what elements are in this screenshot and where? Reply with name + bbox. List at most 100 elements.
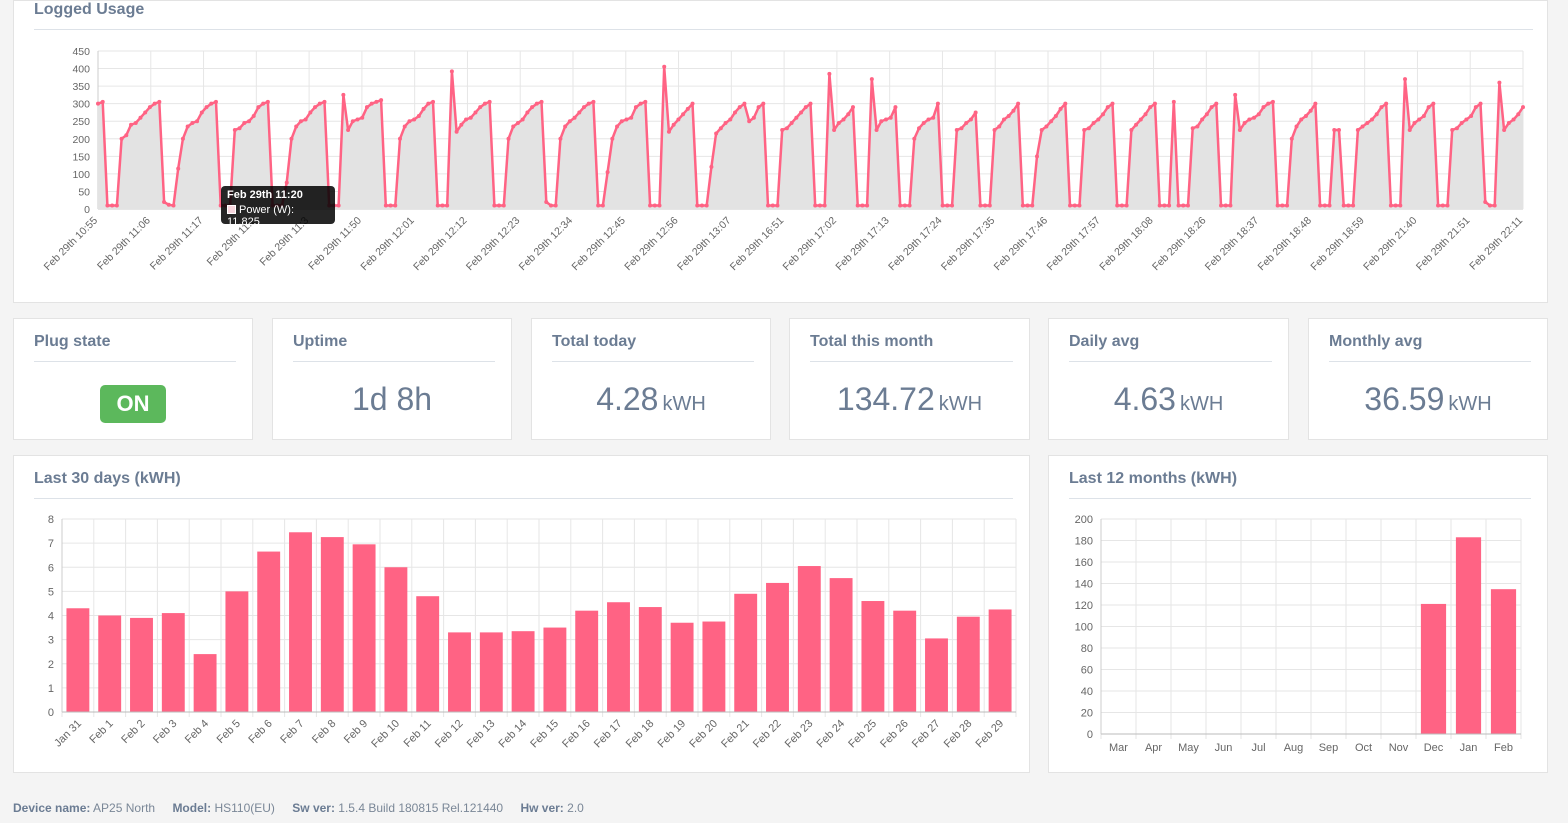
y-tick-label: 0 <box>48 707 54 719</box>
data-point <box>756 105 761 110</box>
data-point <box>1237 128 1242 132</box>
data-point <box>591 99 596 104</box>
data-point <box>1157 203 1162 208</box>
data-point <box>1285 203 1290 208</box>
y-tick-label: 2 <box>48 659 54 671</box>
data-point <box>1025 203 1030 208</box>
data-point <box>157 99 162 104</box>
data-point <box>1256 112 1261 117</box>
x-tick-label: Feb 24 <box>815 718 848 751</box>
data-point <box>633 105 638 110</box>
data-point <box>1124 203 1129 208</box>
x-tick-label: Feb 29th 12:12 <box>411 215 470 274</box>
model-label: Model: <box>172 801 212 815</box>
data-point <box>747 119 752 124</box>
data-point <box>666 129 671 134</box>
data-point <box>624 117 629 122</box>
data-point <box>1001 117 1006 122</box>
data-point <box>766 203 771 208</box>
data-point <box>482 101 487 106</box>
data-point <box>1134 122 1139 127</box>
data-point <box>780 128 785 132</box>
data-point <box>501 203 506 208</box>
data-point <box>1445 203 1450 208</box>
data-point <box>1034 154 1039 159</box>
data-point <box>303 117 308 122</box>
data-point <box>1289 136 1294 141</box>
data-point <box>133 120 138 125</box>
data-point <box>1270 99 1275 104</box>
x-tick-label: Jul <box>1251 742 1265 754</box>
data-point <box>322 99 327 104</box>
data-point <box>1388 203 1393 208</box>
data-point <box>1336 128 1341 132</box>
data-point <box>1497 80 1502 85</box>
logged-usage-chart[interactable]: 0 50 100 150 200 250 300 350 400 450 Feb 29th 10:5… <box>14 1 1549 304</box>
data-point <box>407 119 412 124</box>
data-point <box>180 136 185 141</box>
data-point <box>615 124 620 129</box>
data-point <box>1110 101 1115 106</box>
x-tick-label: Feb 29th 12:23 <box>464 215 523 274</box>
y-tick-label: 80 <box>1081 643 1093 655</box>
last-12-months-chart[interactable]: 0 20 40 60 80 100 120 140 160 180 200 Mar Apr May Jun J… <box>1049 456 1549 774</box>
data-point <box>1294 124 1299 129</box>
data-point <box>1511 117 1516 122</box>
data-point <box>388 203 393 208</box>
data-point <box>1464 117 1469 122</box>
last-30-days-chart[interactable]: 0 1 2 3 4 5 6 7 8 Jan 31 Feb 1 Feb 2 Feb 3 Feb 4 Feb 5… <box>14 456 1031 774</box>
data-point <box>1039 128 1044 132</box>
data-point <box>440 203 445 208</box>
x-tick-label: Feb 2 <box>119 718 147 746</box>
data-point <box>1318 203 1323 208</box>
last-12-months-title: Last 12 months (kWH) <box>1069 470 1531 499</box>
data-point <box>487 99 492 104</box>
data-point <box>251 113 256 118</box>
y-tick-label: 160 <box>1075 557 1093 569</box>
data-point <box>959 126 964 131</box>
data-point <box>577 110 582 115</box>
x-tick-label: Feb 11 <box>402 718 434 750</box>
data-point <box>176 166 181 171</box>
daily-avg-title: Daily avg <box>1069 333 1272 362</box>
bar <box>543 627 567 712</box>
total-month-value: 134.72 kWH <box>790 381 1029 418</box>
data-point <box>199 110 204 115</box>
data-point <box>96 101 100 106</box>
total-month-card: Total this month 134.72 kWH <box>789 318 1030 440</box>
x-tick-label: Dec <box>1424 742 1444 754</box>
data-point <box>883 117 888 122</box>
bar <box>130 617 153 712</box>
data-point <box>1478 101 1483 106</box>
data-point <box>1171 99 1176 104</box>
data-point <box>1209 105 1214 110</box>
data-point <box>1379 105 1384 110</box>
data-point <box>681 112 686 117</box>
bar <box>320 537 344 712</box>
plug-state-badge[interactable]: ON <box>100 385 166 423</box>
data-point <box>1421 113 1426 118</box>
last-12-months-panel: Last 12 months (kWH) 0 20 40 60 80 100 120 140 1… <box>1048 455 1548 773</box>
data-point <box>1365 120 1370 125</box>
x-tick-label: Feb 29th 10:55 <box>42 215 101 274</box>
data-point <box>945 203 950 208</box>
data-point <box>190 120 195 125</box>
data-point <box>360 115 365 120</box>
x-tick-label: Feb 29th 12:56 <box>622 215 681 274</box>
data-point <box>1011 108 1016 113</box>
data-point <box>1252 115 1257 120</box>
data-point <box>1303 113 1308 118</box>
y-tick-label: 200 <box>1075 514 1093 526</box>
data-point <box>147 105 152 110</box>
total-today-unit: kWH <box>662 393 706 415</box>
data-point <box>515 120 520 125</box>
data-point <box>506 136 511 141</box>
data-point <box>813 203 818 208</box>
x-tick-label: Feb 29th 17:02 <box>781 215 840 274</box>
daily-avg-card: Daily avg 4.63 kWH <box>1048 318 1289 440</box>
x-tick-label: Feb 4 <box>183 718 211 746</box>
data-point <box>1006 113 1011 118</box>
y-tick-label: 0 <box>84 204 90 216</box>
data-point <box>431 99 436 104</box>
